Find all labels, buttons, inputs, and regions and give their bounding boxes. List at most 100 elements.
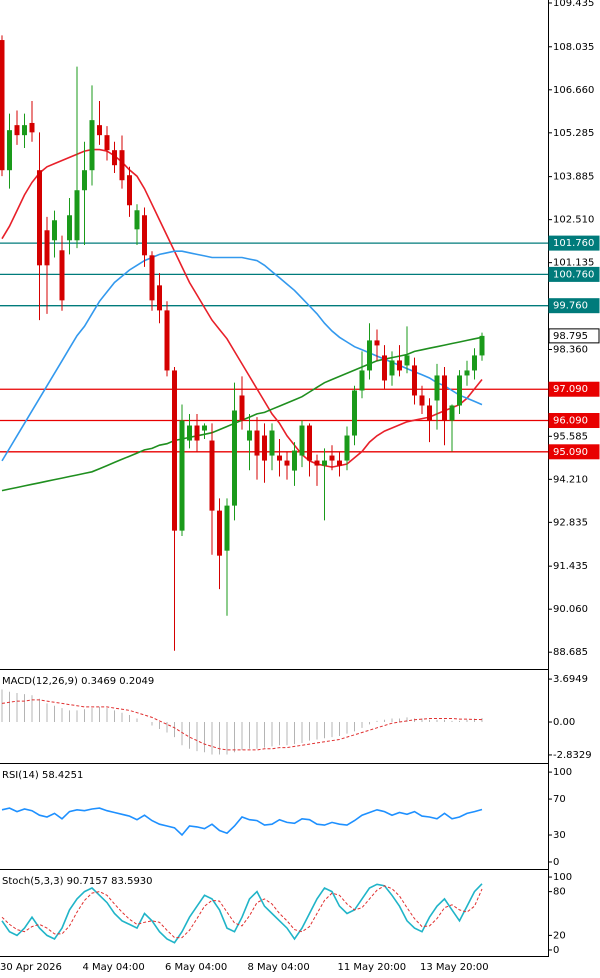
y-tick-label: 0 bbox=[553, 857, 559, 868]
candle-body bbox=[352, 390, 357, 436]
candle-body bbox=[74, 190, 80, 241]
candle-body bbox=[37, 170, 42, 266]
candle-body bbox=[449, 405, 455, 421]
candle-body bbox=[472, 355, 477, 371]
signal-line bbox=[1, 699, 483, 751]
y-tick-label: 70 bbox=[553, 794, 566, 805]
candle-body bbox=[67, 215, 72, 241]
y-tick-label: 102.510 bbox=[553, 215, 594, 226]
candle-body bbox=[284, 460, 290, 466]
candle-body bbox=[329, 455, 335, 461]
candle-body bbox=[134, 210, 140, 230]
y-tick-label: 98.360 bbox=[553, 344, 588, 355]
candle-body bbox=[389, 360, 395, 376]
indicator-line bbox=[1, 883, 483, 944]
y-tick-label: 105.285 bbox=[553, 128, 594, 139]
level-label-box bbox=[548, 298, 600, 314]
candle-body bbox=[359, 370, 365, 391]
indicator-line bbox=[1, 148, 483, 468]
candle-body bbox=[322, 460, 327, 466]
y-tick-label: 94.210 bbox=[553, 474, 588, 485]
x-tick-label: 30 Apr 2026 bbox=[0, 962, 62, 973]
level-label: 97.090 bbox=[553, 384, 588, 395]
candle-body bbox=[292, 450, 297, 471]
y-tick-label: 100 bbox=[553, 872, 572, 883]
candle-body bbox=[374, 340, 380, 346]
candle-body bbox=[479, 335, 485, 356]
candle-body bbox=[232, 410, 237, 506]
candle-body bbox=[127, 175, 132, 206]
candle-body bbox=[179, 420, 185, 531]
y-tick-label: 0 bbox=[553, 945, 559, 956]
indicator-line bbox=[1, 807, 483, 837]
x-tick-label: 11 May 20:00 bbox=[338, 962, 407, 973]
level-label: 99.760 bbox=[553, 301, 588, 312]
level-label-box bbox=[548, 266, 600, 282]
y-tick-label: 108.035 bbox=[553, 42, 594, 53]
candle-body bbox=[149, 255, 155, 301]
candle-body bbox=[157, 285, 162, 311]
level-label-box bbox=[548, 328, 600, 344]
level-label-box bbox=[548, 413, 600, 429]
candle-body bbox=[164, 310, 170, 371]
candle-body bbox=[52, 220, 57, 241]
y-tick-label: 90.060 bbox=[553, 604, 588, 615]
candle-body bbox=[442, 375, 447, 421]
y-tick-label: 0.00 bbox=[553, 717, 575, 728]
y-tick-label: 103.885 bbox=[553, 172, 594, 183]
y-tick-label: 80 bbox=[553, 887, 566, 898]
level-label-box bbox=[548, 235, 600, 251]
candle-body bbox=[239, 395, 245, 421]
candle-body bbox=[262, 435, 267, 461]
level-label-box bbox=[548, 381, 600, 397]
candle-body bbox=[367, 340, 372, 371]
candle-body bbox=[314, 460, 320, 466]
y-tick-label: 106.660 bbox=[553, 85, 594, 96]
candle-body bbox=[172, 370, 177, 531]
candle-body bbox=[299, 425, 305, 456]
candle-body bbox=[14, 125, 20, 136]
candle-body bbox=[89, 120, 95, 171]
indicator-title: RSI(14) 58.4251 bbox=[2, 770, 83, 781]
level-label: 96.090 bbox=[553, 416, 588, 427]
candle-body bbox=[202, 425, 207, 431]
candle-body bbox=[22, 125, 27, 136]
y-tick-label: 30 bbox=[553, 830, 566, 841]
candle-body bbox=[194, 425, 200, 441]
candle-body bbox=[97, 125, 102, 136]
candle-body bbox=[434, 375, 440, 401]
signal-line bbox=[1, 885, 483, 939]
candle-body bbox=[382, 355, 387, 381]
level-label: 98.795 bbox=[553, 331, 588, 342]
y-tick-label: 92.835 bbox=[553, 517, 588, 528]
y-tick-label: 109.435 bbox=[553, 0, 594, 9]
candle-body bbox=[404, 355, 410, 366]
y-tick-label: 95.585 bbox=[553, 431, 588, 442]
candle-body bbox=[344, 435, 350, 461]
y-tick-label: 20 bbox=[553, 930, 566, 941]
candle-body bbox=[44, 230, 50, 266]
y-tick-label: 88.685 bbox=[553, 647, 588, 658]
candle-body bbox=[224, 505, 230, 551]
candle-body bbox=[247, 430, 252, 441]
x-tick-label: 4 May 04:00 bbox=[83, 962, 145, 973]
indicator-title: Stoch(5,3,3) 90.7157 83.5930 bbox=[2, 876, 153, 887]
candle-body bbox=[217, 510, 222, 556]
candle-body bbox=[427, 405, 432, 421]
candle-body bbox=[464, 370, 470, 376]
candle-body bbox=[254, 430, 260, 456]
candle-body bbox=[412, 365, 417, 396]
x-tick-label: 8 May 04:00 bbox=[248, 962, 310, 973]
x-tick-label: 13 May 20:00 bbox=[420, 962, 489, 973]
x-tick-label: 6 May 04:00 bbox=[165, 962, 227, 973]
candle-body bbox=[187, 425, 192, 441]
candle-body bbox=[59, 250, 65, 301]
y-tick-label: 101.135 bbox=[553, 258, 594, 269]
candle-body bbox=[112, 150, 117, 166]
candle-body bbox=[337, 460, 342, 466]
indicator-title: MACD(12,26,9) 0.3469 0.2049 bbox=[2, 676, 154, 687]
candle-body bbox=[419, 395, 425, 406]
